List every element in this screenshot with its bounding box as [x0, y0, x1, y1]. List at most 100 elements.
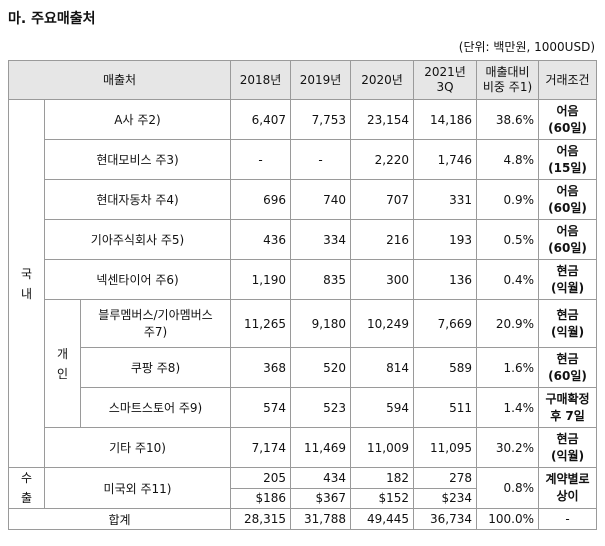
trade-terms-b: (15일) — [548, 160, 587, 175]
trade-terms-a: 어음 — [556, 183, 579, 198]
group-individual-b: 인 — [56, 366, 69, 381]
export-usd-2019: $367 — [290, 487, 352, 509]
header-2020: 2020년 — [350, 60, 415, 100]
value-ratio: 38.6% — [476, 99, 540, 140]
value-2019: - — [290, 139, 352, 180]
trade-terms: 어음 (60일) — [538, 99, 598, 140]
header-2019: 2019년 — [290, 60, 352, 100]
value-2019: 523 — [290, 387, 352, 428]
value-2018: 368 — [230, 347, 292, 388]
export-krw-2018: 205 — [230, 467, 292, 489]
table-row: 쿠팡 주8) 368 520 814 589 1.6% 현금 (60일) — [9, 347, 598, 388]
trade-terms-a: 현금 — [556, 351, 579, 366]
table-row: 기아주식회사 주5) 436 334 216 193 0.5% 어음 (60일) — [9, 219, 598, 260]
value-2021: 589 — [413, 347, 478, 388]
value-2020: 11,009 — [350, 427, 415, 468]
table-row: 기타 주10) 7,174 11,469 11,009 11,095 30.2%… — [9, 427, 598, 468]
customer-name: 기아주식회사 주5) — [43, 219, 232, 260]
header-2018: 2018년 — [230, 60, 292, 100]
total-label: 합계 — [7, 508, 232, 530]
trade-terms-b: (60일) — [548, 240, 587, 255]
value-2020: 23,154 — [350, 99, 415, 140]
value-2018: 574 — [230, 387, 292, 428]
trade-terms-a: 어음 — [556, 143, 579, 158]
value-ratio: 20.9% — [476, 299, 540, 348]
group-export-a: 수 — [20, 471, 33, 485]
value-ratio: 0.4% — [476, 259, 540, 300]
trade-terms-b: (60일) — [548, 120, 587, 135]
value-2020: 707 — [350, 179, 415, 220]
header-customer: 매출처 — [7, 60, 232, 100]
trade-terms-b: 후 7일 — [550, 408, 585, 423]
table-row: 현대자동차 주4) 696 740 707 331 0.9% 어음 (60일) — [9, 179, 598, 220]
value-2021: 511 — [413, 387, 478, 428]
trade-terms: 현금 (익월) — [538, 259, 598, 300]
trade-terms-b: (익월) — [551, 324, 585, 339]
export-krw-2021: 278 — [413, 467, 478, 489]
value-ratio: 0.5% — [476, 219, 540, 260]
trade-terms: 현금 (익월) — [538, 427, 598, 468]
customer-name: 현대모비스 주3) — [43, 139, 232, 180]
value-2019: 11,469 — [290, 427, 352, 468]
section-title: 마. 주요매출처 — [8, 11, 96, 27]
value-2018: - — [230, 139, 292, 180]
customer-name: A사 주2) — [43, 99, 232, 140]
table-row: 현대모비스 주3) - - 2,220 1,746 4.8% 어음 (15일) — [9, 139, 598, 180]
export-usd-2020: $152 — [350, 487, 415, 509]
export-krw-2020: 182 — [350, 467, 415, 489]
value-2021: 331 — [413, 179, 478, 220]
export-terms-a: 계약별로 — [545, 472, 590, 486]
value-2019: 334 — [290, 219, 352, 260]
total-2018: 28,315 — [230, 508, 292, 530]
trade-terms-a: 현금 — [556, 263, 579, 278]
header-ratio-b: 비중 주1) — [482, 80, 533, 94]
total-2019: 31,788 — [290, 508, 352, 530]
export-usd-2021: $234 — [413, 487, 478, 509]
group-individual-a: 개 — [56, 346, 69, 361]
customer-name: 쿠팡 주8) — [79, 347, 232, 388]
export-ratio: 0.8% — [476, 467, 540, 509]
sales-table: 매출처 2018년 2019년 2020년 2021년 3Q 매출대비 비중 주1)… — [7, 60, 598, 530]
value-ratio: 0.9% — [476, 179, 540, 220]
value-ratio: 1.4% — [476, 387, 540, 428]
value-2020: 814 — [350, 347, 415, 388]
header-2021: 2021년 3Q — [413, 60, 478, 100]
header-2021-year: 2021년 — [424, 65, 466, 79]
unit-note: (단위: 백만원, 1000USD) — [458, 40, 595, 54]
total-ratio: 100.0% — [476, 508, 540, 530]
value-2021: 193 — [413, 219, 478, 260]
export-customer-name: 미국외 주11) — [43, 467, 232, 509]
trade-terms-b: (60일) — [548, 200, 587, 215]
value-2020: 300 — [350, 259, 415, 300]
customer-name: 넥센타이어 주6) — [43, 259, 232, 300]
value-2021: 7,669 — [413, 299, 478, 348]
value-2019: 835 — [290, 259, 352, 300]
trade-terms: 어음 (60일) — [538, 219, 598, 260]
header-ratio-a: 매출대비 — [485, 65, 530, 79]
total-terms: - — [538, 508, 598, 530]
trade-terms-a: 구매확정 — [545, 391, 590, 406]
customer-name: 현대자동차 주4) — [43, 179, 232, 220]
value-2018: 436 — [230, 219, 292, 260]
value-2019: 520 — [290, 347, 352, 388]
customer-name-a: 블루멤버스/기아멤버스 — [98, 307, 213, 322]
customer-name: 블루멤버스/기아멤버스 주7) — [79, 299, 232, 348]
value-2019: 9,180 — [290, 299, 352, 348]
value-2021: 136 — [413, 259, 478, 300]
trade-terms-b: (60일) — [548, 368, 587, 383]
value-2018: 11,265 — [230, 299, 292, 348]
value-2018: 1,190 — [230, 259, 292, 300]
value-2018: 6,407 — [230, 99, 292, 140]
group-domestic-a: 국 — [20, 266, 33, 281]
value-2020: 2,220 — [350, 139, 415, 180]
value-2019: 7,753 — [290, 99, 352, 140]
trade-terms-a: 어음 — [556, 103, 579, 118]
trade-terms-b: (익월) — [551, 448, 585, 463]
trade-terms-a: 현금 — [556, 431, 579, 446]
